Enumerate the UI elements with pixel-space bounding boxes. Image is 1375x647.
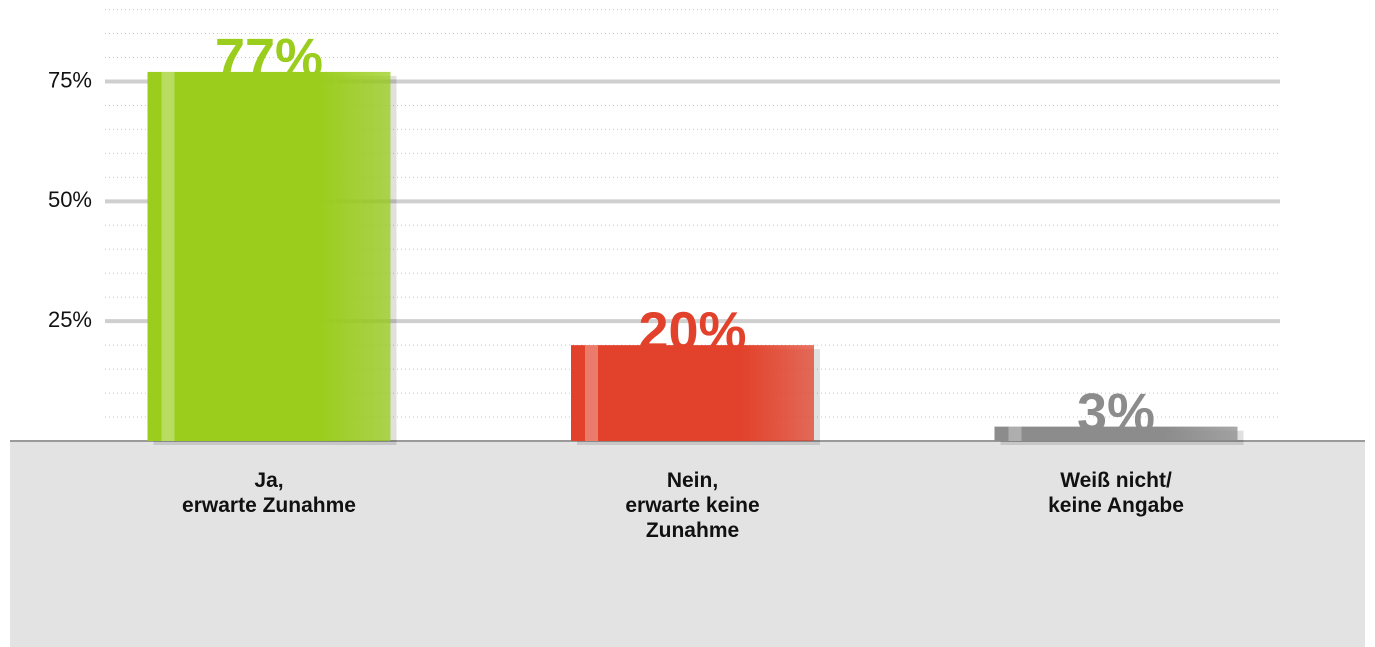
x-tick-label: Weiß nicht/ keine Angabe: [1048, 469, 1184, 517]
value-label: 3%: [1077, 383, 1155, 443]
bar-highlight: [161, 71, 175, 442]
bar-highlight: [1008, 426, 1022, 441]
bar: [147, 71, 391, 442]
y-tick-label: 25%: [48, 307, 92, 332]
y-tick-label: 50%: [48, 187, 92, 212]
value-label: 77%: [215, 28, 323, 88]
bar: [571, 345, 814, 441]
bar: [994, 426, 1238, 441]
bar-highlight: [585, 345, 598, 441]
x-tick-label: Ja, erwarte Zunahme: [182, 469, 356, 517]
category-panel: [10, 441, 1365, 647]
value-label: 20%: [638, 301, 746, 361]
y-tick-label: 75%: [48, 67, 92, 92]
x-tick-label: Nein, erwarte keine Zunahme: [625, 469, 760, 542]
